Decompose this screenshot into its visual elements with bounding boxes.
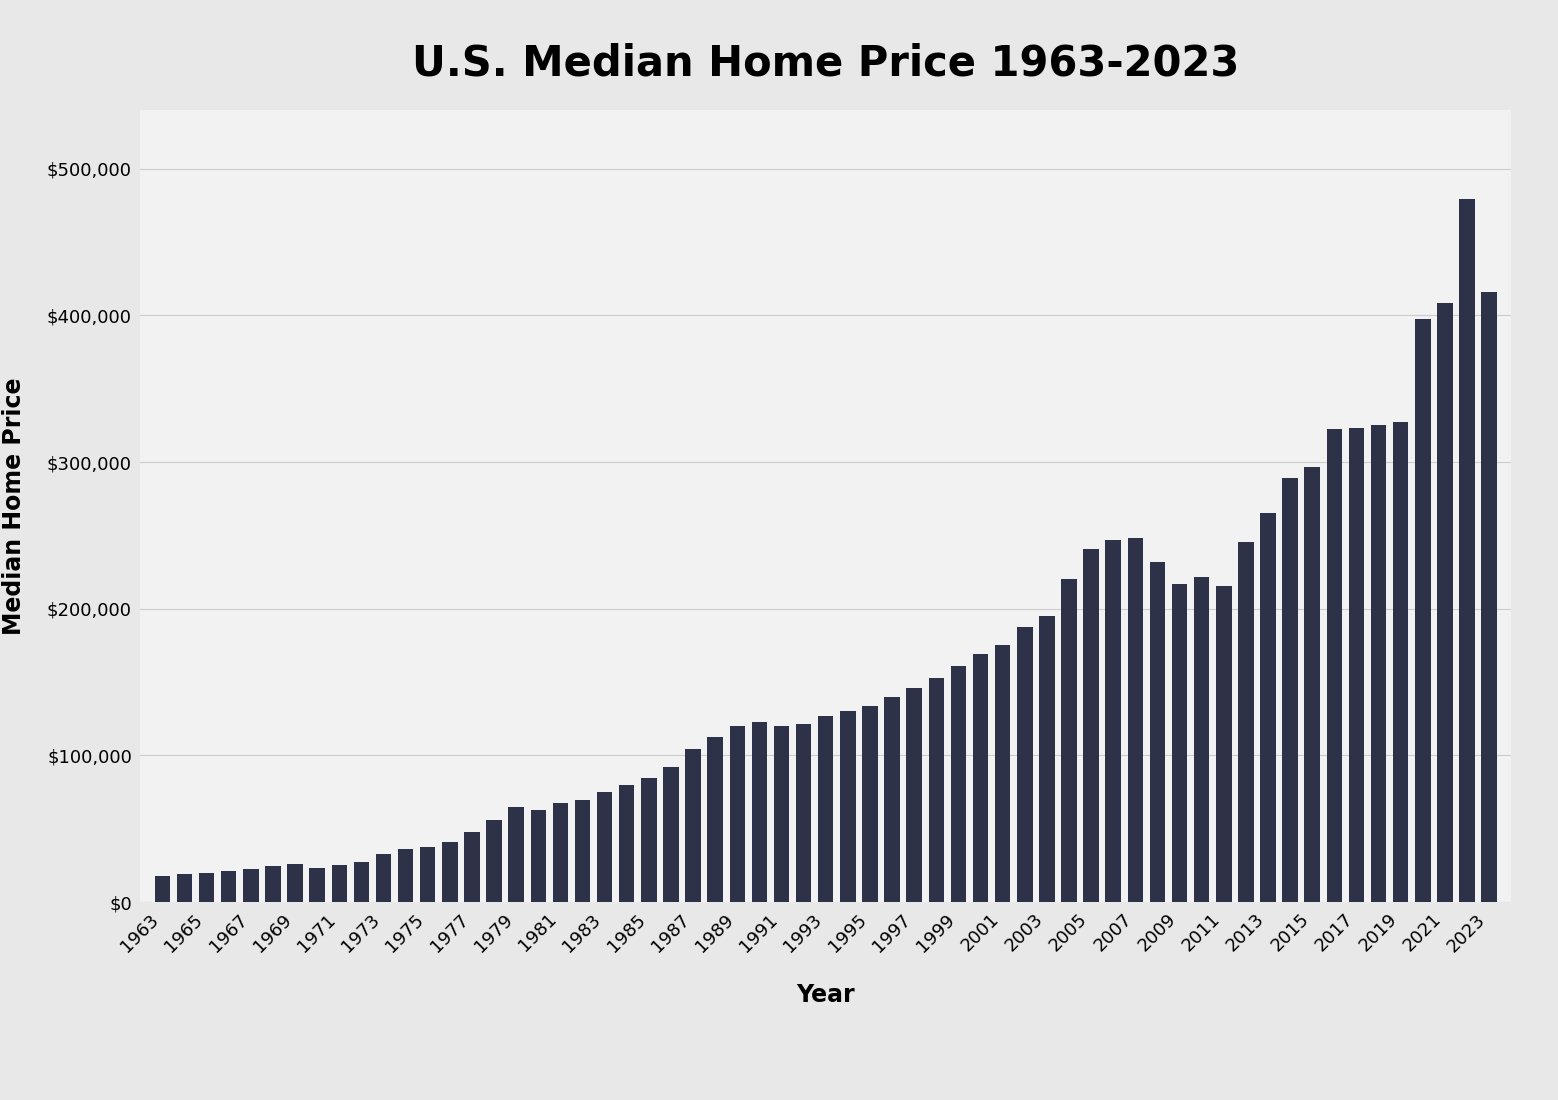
Bar (397, 849, 413, 902)
Bar (1304, 468, 1320, 902)
Bar (774, 726, 790, 902)
Bar (265, 866, 280, 902)
Bar (597, 792, 612, 902)
Bar (1106, 540, 1120, 902)
Bar (1260, 513, 1276, 902)
Bar (375, 855, 391, 902)
Bar (1193, 576, 1209, 902)
Bar (640, 779, 656, 902)
Bar (862, 705, 877, 902)
Bar (1371, 426, 1387, 902)
Bar (664, 767, 679, 902)
Bar (1172, 584, 1187, 902)
Bar (154, 876, 170, 902)
Bar (442, 843, 458, 902)
Bar (1326, 429, 1341, 902)
Bar (1083, 549, 1098, 902)
Bar (508, 806, 523, 902)
Bar (1349, 428, 1365, 902)
Bar (1282, 478, 1298, 902)
Bar (840, 712, 855, 902)
Bar (354, 861, 369, 902)
Bar (1150, 562, 1165, 902)
Bar (950, 666, 966, 902)
Bar (221, 870, 237, 902)
Bar (486, 821, 502, 902)
Bar (818, 716, 834, 902)
Bar (1039, 616, 1055, 902)
Bar (1128, 538, 1144, 902)
Bar (421, 847, 435, 902)
Bar (1393, 422, 1408, 902)
Bar (176, 873, 192, 902)
Bar (575, 801, 590, 902)
Bar (1239, 542, 1254, 902)
Y-axis label: Median Home Price: Median Home Price (2, 377, 26, 635)
Bar (686, 749, 701, 902)
Bar (796, 724, 812, 902)
Title: U.S. Median Home Price 1963-2023: U.S. Median Home Price 1963-2023 (411, 42, 1240, 85)
Bar (199, 872, 215, 902)
Bar (729, 726, 745, 902)
Bar (531, 810, 545, 902)
Bar (310, 868, 326, 902)
Bar (972, 654, 988, 902)
Bar (707, 737, 723, 902)
Bar (553, 803, 569, 902)
Bar (1061, 580, 1077, 902)
Bar (464, 832, 480, 902)
Bar (332, 865, 347, 902)
Bar (1460, 199, 1475, 902)
Bar (929, 679, 944, 902)
Bar (751, 722, 767, 902)
Bar (885, 696, 901, 902)
Bar (1436, 304, 1452, 902)
Bar (1017, 627, 1033, 902)
X-axis label: Year: Year (796, 983, 855, 1008)
Bar (619, 784, 634, 902)
Bar (243, 869, 259, 902)
Bar (907, 688, 922, 902)
Bar (1217, 586, 1231, 902)
Bar (287, 865, 302, 902)
Bar (996, 645, 1011, 902)
Bar (1482, 292, 1497, 902)
Bar (1415, 319, 1430, 902)
